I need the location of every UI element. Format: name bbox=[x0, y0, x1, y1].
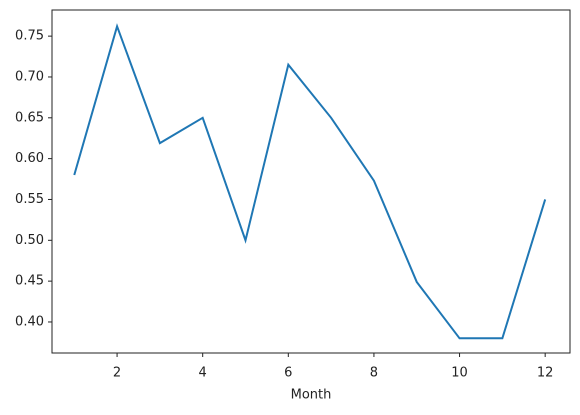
data-line bbox=[73, 23, 547, 340]
y-tick-label: 0.55 bbox=[15, 192, 44, 207]
x-tick-label: 6 bbox=[284, 366, 292, 381]
y-tick-label: 0.65 bbox=[15, 110, 44, 125]
y-tick-label: 0.40 bbox=[15, 314, 44, 329]
y-tick-label: 0.45 bbox=[15, 274, 44, 289]
x-axis-label: Month bbox=[291, 388, 332, 403]
x-tick-label: 8 bbox=[370, 366, 378, 381]
y-tick-label: 0.75 bbox=[15, 29, 44, 44]
x-tick-label: 12 bbox=[537, 366, 554, 381]
y-tick-label: 0.50 bbox=[15, 233, 44, 248]
x-tick-label: 4 bbox=[199, 366, 207, 381]
y-tick-label: 0.70 bbox=[15, 69, 44, 84]
x-tick-label: 2 bbox=[113, 366, 121, 381]
y-tick-label: 0.60 bbox=[15, 151, 44, 166]
plot-frame bbox=[51, 9, 571, 354]
x-tick-label: 10 bbox=[451, 366, 468, 381]
